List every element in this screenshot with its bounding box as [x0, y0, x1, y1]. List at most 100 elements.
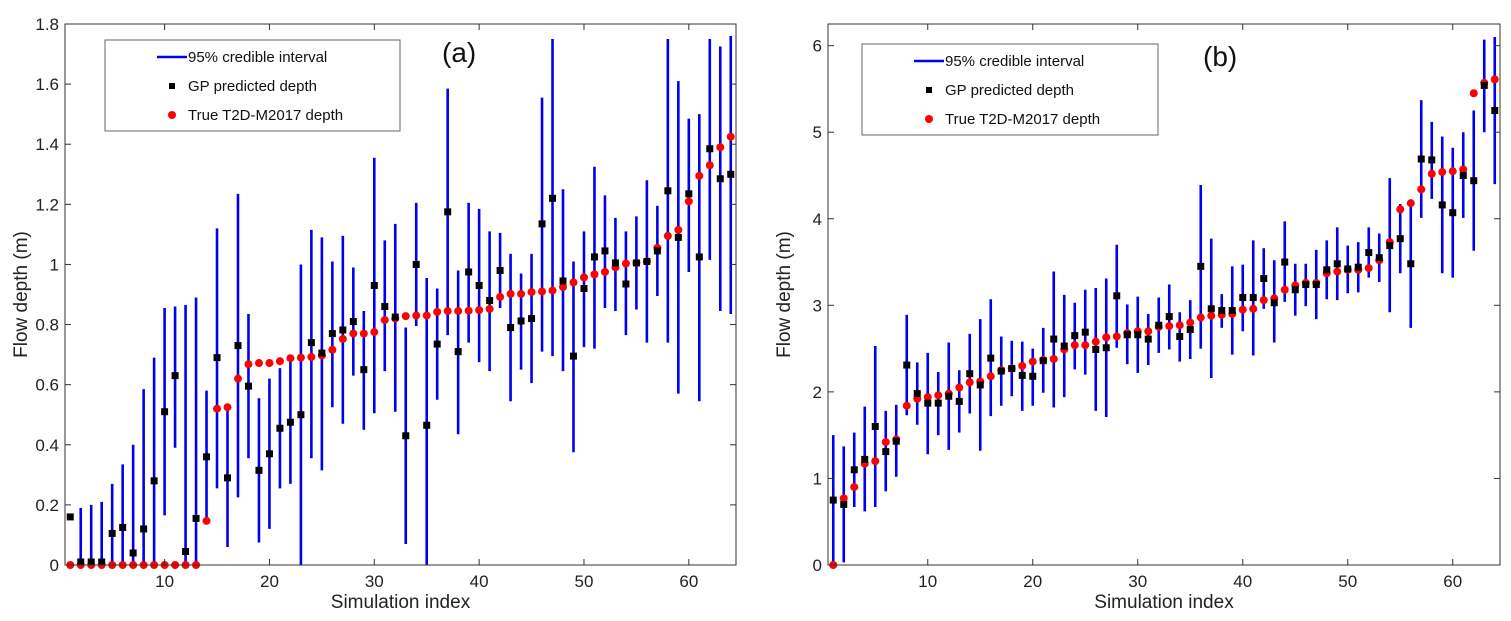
gp-predicted-point: [486, 297, 494, 305]
true-depth-point: [380, 316, 389, 325]
gp-predicted-point: [1134, 331, 1142, 339]
gp-predicted-point: [1218, 307, 1226, 315]
gp-predicted-point: [955, 397, 963, 405]
x-tick-label: 10: [155, 572, 174, 591]
gp-predicted-point: [140, 525, 148, 533]
x-tick-label: 60: [1443, 572, 1462, 591]
true-depth-point: [902, 401, 911, 410]
true-depth-point: [286, 354, 295, 363]
true-depth-point: [412, 311, 421, 320]
plot-area-frame: [64, 23, 737, 566]
true-depth-point: [338, 334, 347, 343]
true-depth-point: [1469, 89, 1478, 98]
true-depth-point: [517, 289, 526, 298]
gp-predicted-point: [1249, 294, 1257, 302]
x-tick-label: 20: [260, 572, 279, 591]
legend: 95% credible interval GP predicted depth T…: [861, 43, 1159, 136]
legend-entry: 95% credible interval: [945, 53, 1084, 70]
gp-predicted-point: [286, 418, 294, 426]
y-axis-label: Flow depth (m): [11, 231, 32, 358]
gp-predicted-point: [1438, 201, 1446, 209]
y-tick-label: 4: [813, 210, 822, 229]
legend: 95% credible interval GP predicted depth T…: [104, 39, 401, 132]
true-depth-point: [223, 403, 232, 412]
gp-predicted-point: [307, 339, 315, 347]
x-axis-label: Simulation index: [331, 592, 471, 613]
gp-predicted-point: [1470, 177, 1478, 185]
gp-predicted-point: [370, 281, 378, 289]
gp-predicted-point: [903, 361, 911, 369]
true-depth-point: [1364, 264, 1373, 273]
legend-entry: True T2D-M2017 depth: [188, 107, 343, 124]
gp-predicted-point: [1459, 171, 1467, 179]
true-depth-point: [1091, 337, 1100, 346]
gp-predicted-point: [87, 558, 95, 566]
gp-predicted-point: [108, 529, 116, 537]
true-depth-point: [1438, 168, 1447, 177]
gp-predicted-point: [150, 477, 158, 485]
gp-predicted-point: [1081, 328, 1089, 336]
gp-predicted-point: [1144, 335, 1152, 343]
gp-predicted-point: [276, 424, 284, 432]
true-depth-point: [726, 132, 735, 141]
true-depth-point: [401, 312, 410, 321]
true-depth-point: [1448, 167, 1457, 176]
gp-predicted-point: [850, 466, 858, 474]
gp-predicted-point: [1039, 357, 1047, 365]
true-depth-point: [538, 287, 547, 296]
true-depth-point: [275, 357, 284, 366]
gp-predicted-point: [1480, 81, 1488, 89]
x-tick-label: 40: [1233, 572, 1252, 591]
legend-gp-swatch: [169, 83, 175, 89]
true-depth-point: [1259, 296, 1268, 305]
true-depth-point: [349, 329, 358, 338]
true-depth-point: [1070, 341, 1079, 350]
gp-predicted-point: [538, 220, 546, 228]
gp-predicted-point: [987, 354, 995, 362]
gp-predicted-point: [1123, 331, 1131, 339]
true-depth-point: [1427, 169, 1436, 178]
true-depth-point: [705, 161, 714, 170]
gp-predicted-point: [643, 257, 651, 265]
gp-predicted-point: [391, 313, 399, 321]
gp-predicted-point: [976, 381, 984, 389]
true-depth-point: [1112, 332, 1121, 341]
y-tick-label: 0: [813, 556, 822, 575]
gp-predicted-point: [465, 268, 473, 276]
gp-predicted-point: [381, 303, 389, 311]
true-depth-point: [359, 329, 368, 338]
gp-predicted-point: [1312, 281, 1320, 289]
y-tick-label: 2: [813, 383, 822, 402]
y-tick-label: 5: [813, 123, 822, 142]
gp-predicted-point: [1323, 266, 1331, 274]
true-depth-point: [213, 404, 222, 413]
gp-predicted-point: [192, 514, 200, 522]
true-depth-point: [674, 225, 683, 234]
gp-predicted-point: [203, 453, 211, 461]
gp-predicted-point: [1354, 263, 1362, 271]
true-depth-point: [850, 483, 859, 492]
gp-predicted-point: [653, 247, 661, 255]
gp-predicted-point: [66, 513, 74, 521]
gp-predicted-point: [727, 170, 735, 178]
legend-box: [861, 43, 1159, 136]
gp-predicted-point: [664, 187, 672, 195]
true-depth-point: [1081, 341, 1090, 350]
chart-panel-b: 10 20 30 40 50 60 0 1 2 3 4 5 6 Simulation index Flow …: [774, 23, 1501, 613]
true-depth-point: [496, 292, 505, 301]
panel-label: (a): [442, 37, 476, 68]
true-depth-point: [422, 311, 431, 320]
gp-predicted-point: [1102, 344, 1110, 352]
legend-true-swatch: [168, 111, 176, 119]
panel-label: (b): [1203, 41, 1237, 72]
true-depth-point: [684, 197, 693, 206]
gp-predicted-point: [297, 411, 305, 419]
gp-predicted-point: [1407, 260, 1415, 268]
chart-panel-a: 10 20 30 40 50 60 0 0.2 0.4 0.6 0.8 1 1.2 1.4 1.6 1.8 Si…: [11, 15, 737, 613]
gp-predicted-point: [517, 317, 525, 325]
true-depth-point: [1175, 321, 1184, 330]
gp-predicted-point: [945, 392, 953, 400]
y-tick-label: 1.2: [35, 195, 59, 214]
gp-predicted-point: [706, 145, 714, 153]
true-depth-point: [433, 307, 442, 316]
